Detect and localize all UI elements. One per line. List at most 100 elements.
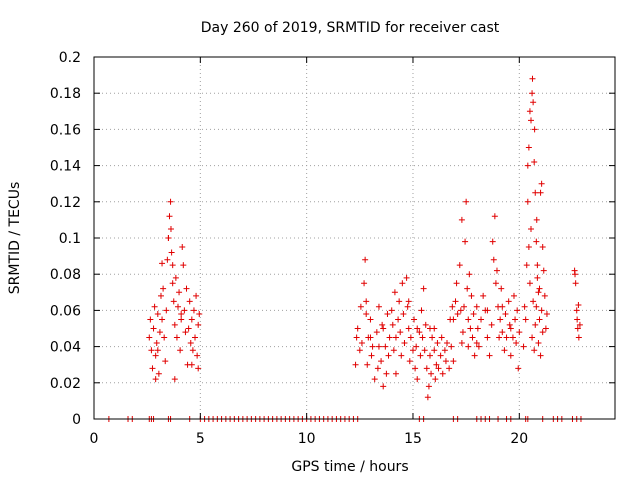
y-tick-label: 0.18 xyxy=(50,86,81,102)
data-point xyxy=(531,158,538,165)
data-point xyxy=(535,289,542,296)
data-point xyxy=(498,285,505,292)
data-point xyxy=(380,325,387,332)
data-point xyxy=(484,307,491,314)
data-point xyxy=(439,370,446,377)
data-point xyxy=(525,144,532,151)
data-point xyxy=(528,225,535,232)
data-point xyxy=(456,262,463,269)
data-point xyxy=(378,358,385,365)
data-point xyxy=(480,292,487,299)
data-point xyxy=(433,361,440,368)
data-point xyxy=(165,235,172,241)
data-point xyxy=(357,303,364,310)
data-point xyxy=(449,303,456,310)
data-point xyxy=(524,162,531,169)
data-point xyxy=(539,244,546,251)
data-point xyxy=(419,334,426,341)
data-point xyxy=(188,316,195,323)
data-point xyxy=(448,343,455,350)
data-point xyxy=(416,329,423,336)
data-point xyxy=(396,298,403,305)
data-point xyxy=(520,343,527,350)
data-point xyxy=(471,352,478,359)
data-point xyxy=(170,298,177,305)
data-point xyxy=(380,383,387,390)
x-tick-label: 5 xyxy=(196,431,205,447)
data-point xyxy=(573,307,580,314)
data-point xyxy=(192,334,199,341)
data-point xyxy=(147,316,154,323)
data-point xyxy=(509,334,516,341)
data-point xyxy=(540,267,547,274)
chart-title: Day 260 of 2019, SRMTID for receiver cas… xyxy=(201,20,500,36)
data-point xyxy=(174,303,181,310)
data-point xyxy=(574,325,581,332)
data-point xyxy=(515,365,522,372)
data-point xyxy=(532,321,539,328)
axis-ticks xyxy=(93,56,615,420)
x-tick-label: 0 xyxy=(90,431,99,447)
data-point xyxy=(188,361,195,368)
data-point xyxy=(526,108,533,115)
data-point xyxy=(458,216,465,223)
data-point xyxy=(398,352,405,359)
data-point xyxy=(510,292,517,299)
data-point xyxy=(446,365,453,372)
data-point xyxy=(529,90,536,97)
data-point xyxy=(375,343,382,350)
data-point xyxy=(185,325,192,332)
data-point xyxy=(146,334,153,341)
data-point xyxy=(367,316,374,323)
data-point xyxy=(530,298,537,305)
data-point xyxy=(395,316,402,323)
data-point xyxy=(371,376,378,383)
data-point xyxy=(183,285,190,292)
data-point xyxy=(429,334,436,341)
data-point xyxy=(493,267,500,274)
data-point xyxy=(369,343,376,350)
data-point xyxy=(176,289,183,296)
data-point xyxy=(478,316,485,323)
data-point xyxy=(529,75,536,82)
data-point xyxy=(474,325,481,332)
data-point xyxy=(401,339,408,346)
data-point xyxy=(462,238,469,245)
data-point xyxy=(501,347,508,354)
data-point xyxy=(531,347,538,354)
data-point xyxy=(491,213,498,220)
data-point xyxy=(423,365,430,372)
data-point xyxy=(413,343,420,350)
data-point xyxy=(194,352,201,359)
data-point xyxy=(181,307,188,314)
y-tick-label: 0.08 xyxy=(50,267,81,283)
data-point xyxy=(453,280,460,287)
y-tick-label: 0 xyxy=(72,412,81,428)
data-point xyxy=(420,285,427,292)
x-tick-label: 20 xyxy=(510,431,528,447)
data-point xyxy=(388,307,395,314)
data-point xyxy=(167,225,174,232)
data-point xyxy=(414,376,421,383)
data-point xyxy=(542,325,549,332)
data-point xyxy=(424,394,431,401)
x-tick-labels: 0 5 10 15 20 xyxy=(90,431,529,447)
data-point xyxy=(467,325,474,332)
data-point xyxy=(354,325,361,332)
data-point xyxy=(362,256,369,263)
data-point xyxy=(513,339,520,346)
data-point xyxy=(523,262,530,269)
data-point xyxy=(489,238,496,245)
data-point xyxy=(161,334,168,341)
data-point xyxy=(490,256,497,263)
data-point xyxy=(425,383,432,390)
data-point xyxy=(171,376,178,383)
data-point xyxy=(496,334,503,341)
data-point xyxy=(532,189,539,196)
data-point xyxy=(391,289,398,296)
data-point xyxy=(195,365,202,372)
data-point xyxy=(426,352,433,359)
data-point xyxy=(473,303,480,310)
grid xyxy=(94,57,615,419)
